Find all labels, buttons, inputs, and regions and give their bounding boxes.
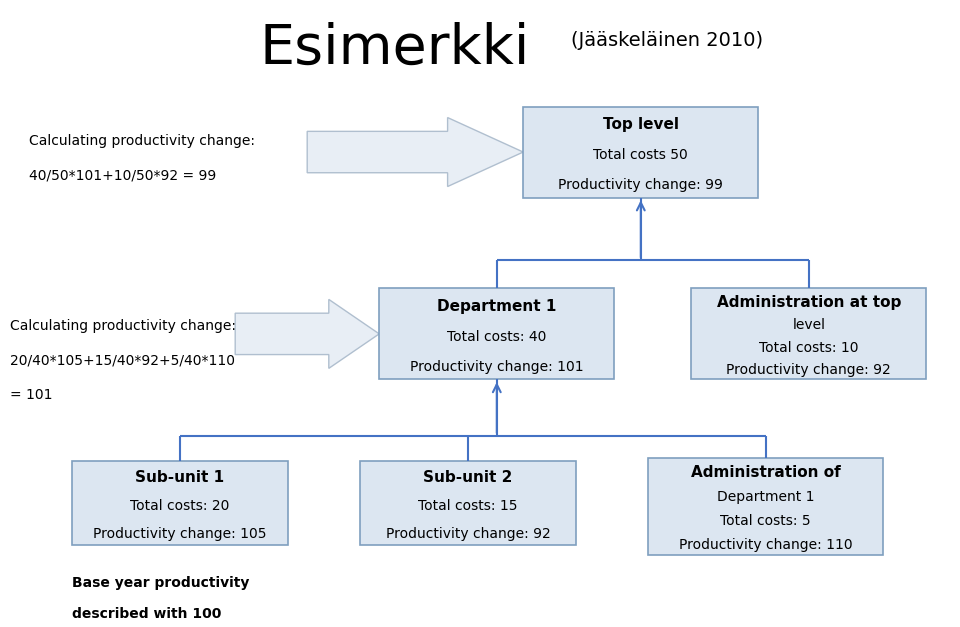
Text: Productivity change: 92: Productivity change: 92 [386,527,550,541]
Text: Total costs: 40: Total costs: 40 [447,330,546,344]
FancyBboxPatch shape [360,461,576,545]
Text: 20/40*105+15/40*92+5/40*110: 20/40*105+15/40*92+5/40*110 [10,354,234,367]
Text: Total costs: 10: Total costs: 10 [759,340,858,354]
Text: Administration at top: Administration at top [716,295,901,310]
FancyBboxPatch shape [691,288,926,379]
Text: Department 1: Department 1 [717,490,814,503]
Text: Productivity change: 99: Productivity change: 99 [559,179,723,192]
Text: Calculating productivity change:: Calculating productivity change: [10,319,235,333]
Text: Productivity change: 110: Productivity change: 110 [679,538,852,552]
Text: Top level: Top level [603,117,679,132]
Text: Total costs 50: Total costs 50 [593,148,688,162]
Text: Sub-unit 2: Sub-unit 2 [423,470,513,485]
Text: 40/50*101+10/50*92 = 99: 40/50*101+10/50*92 = 99 [29,169,216,182]
Text: = 101: = 101 [10,388,52,402]
Text: Calculating productivity change:: Calculating productivity change: [29,134,254,148]
Text: Productivity change: 105: Productivity change: 105 [93,527,267,541]
Text: Department 1: Department 1 [437,299,557,314]
Text: Administration of: Administration of [691,465,840,480]
Polygon shape [307,117,523,187]
Text: Productivity change: 101: Productivity change: 101 [410,361,584,374]
Text: (Jääskeläinen 2010): (Jääskeläinen 2010) [571,31,763,50]
Text: level: level [792,318,826,332]
Text: Sub-unit 1: Sub-unit 1 [135,470,225,485]
Text: described with 100: described with 100 [72,608,222,621]
FancyBboxPatch shape [523,107,758,198]
Text: Base year productivity: Base year productivity [72,576,250,590]
FancyBboxPatch shape [72,461,288,545]
Text: Productivity change: 92: Productivity change: 92 [727,363,891,377]
Polygon shape [235,299,379,368]
Text: Total costs: 15: Total costs: 15 [419,499,517,513]
FancyBboxPatch shape [379,288,614,379]
FancyBboxPatch shape [648,458,883,555]
Text: Esimerkki: Esimerkki [259,22,530,76]
Text: Total costs: 20: Total costs: 20 [131,499,229,513]
Text: Total costs: 5: Total costs: 5 [720,514,811,528]
